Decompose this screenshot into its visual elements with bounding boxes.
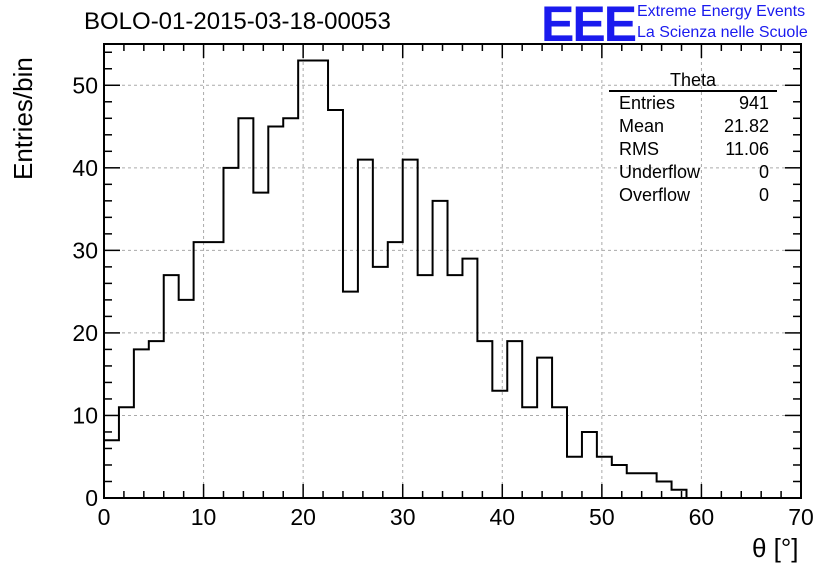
histogram-bin <box>642 473 657 498</box>
histogram-bin <box>119 407 134 498</box>
axis-tick-labels: 0 10 20 30 40 50 60 70 0 10 20 30 40 50 <box>72 72 813 530</box>
histogram-bin <box>253 193 268 498</box>
histogram-bin <box>313 61 328 498</box>
plot-frame <box>103 43 802 499</box>
histogram-bin <box>507 341 522 498</box>
histogram-bin <box>537 358 552 498</box>
histogram-bin <box>283 118 298 498</box>
stats-row-mean: Mean 21.82 <box>609 115 777 138</box>
histogram-outline <box>103 59 792 499</box>
histogram-bin <box>268 127 283 498</box>
histogram-bin <box>194 242 209 498</box>
histogram-bin <box>552 407 567 498</box>
histogram-bins <box>103 59 792 499</box>
x-tick-label: 30 <box>390 504 416 530</box>
grid-lines <box>104 44 801 498</box>
histogram-bin <box>328 110 343 498</box>
histogram-bin <box>567 457 582 498</box>
y-tick-label: 30 <box>72 237 98 263</box>
y-axis-label: Entries/bin <box>8 57 38 180</box>
x-tick-label: 10 <box>191 504 217 530</box>
stat-label: RMS <box>619 139 659 159</box>
histogram-bin <box>522 407 537 498</box>
x-tick-label: 20 <box>290 504 316 530</box>
y-tick-label: 20 <box>72 320 98 346</box>
histogram-bin <box>672 490 687 498</box>
stats-row-underflow: Underflow 0 <box>609 161 777 184</box>
stats-title: Theta <box>609 70 777 92</box>
stat-label: Mean <box>619 116 665 136</box>
histogram-bin <box>134 349 149 498</box>
x-axis-label: θ [°] <box>752 533 799 563</box>
eee-logo: EEE <box>541 0 637 52</box>
histogram-bin <box>657 481 672 498</box>
stats-row-overflow: Overflow 0 <box>609 184 777 207</box>
stat-value: 0 <box>758 185 769 205</box>
histogram-bin <box>582 432 597 498</box>
stats-row-entries: Entries 941 <box>609 92 777 115</box>
histogram-bin <box>179 300 194 498</box>
stat-value: 11.06 <box>725 139 769 159</box>
logo-text-line1: Extreme Energy Events <box>637 3 806 20</box>
x-tick-label: 0 <box>98 504 111 530</box>
histogram-bin <box>164 275 179 498</box>
histogram-bin <box>477 341 492 498</box>
histogram-bin <box>418 275 433 498</box>
histogram-bin <box>597 457 612 498</box>
x-tick-label: 70 <box>788 504 814 530</box>
histogram-bin <box>462 259 477 498</box>
histogram-bin <box>223 168 238 498</box>
histogram-bin <box>209 242 224 498</box>
stat-value: 941 <box>738 93 769 113</box>
logo-text-line2: La Scienza nelle Scuole <box>637 24 808 41</box>
histogram-bin <box>149 341 164 498</box>
x-tick-label: 40 <box>489 504 515 530</box>
histogram-bin <box>343 292 358 498</box>
y-tick-label: 0 <box>85 485 98 511</box>
stat-label: Overflow <box>619 185 691 205</box>
histogram-bin <box>238 118 253 498</box>
histogram-bin <box>612 465 627 498</box>
stat-label: Entries <box>619 93 676 113</box>
axis-ticks <box>103 44 802 499</box>
histogram-bin <box>388 242 403 498</box>
stat-value: 0 <box>758 162 769 182</box>
histogram-bin <box>403 160 418 498</box>
x-tick-label: 50 <box>589 504 615 530</box>
histogram-bin <box>492 391 507 498</box>
stat-value: 21.82 <box>723 116 769 136</box>
histogram-bin <box>358 160 373 498</box>
plot-title: BOLO-01-2015-03-18-00053 <box>84 8 391 35</box>
y-tick-label: 50 <box>72 72 98 98</box>
stats-box: Theta Entries 941 Mean 21.82 RMS 11.06 U… <box>609 70 777 207</box>
histogram-bin <box>433 201 448 498</box>
histogram-bin <box>298 61 313 498</box>
stat-label: Underflow <box>619 162 701 182</box>
histogram-bin <box>373 267 388 498</box>
histogram-bin <box>448 275 463 498</box>
x-tick-label: 60 <box>689 504 715 530</box>
y-tick-label: 40 <box>72 155 98 181</box>
y-tick-label: 10 <box>72 402 98 428</box>
histogram-bin <box>627 473 642 498</box>
stats-row-rms: RMS 11.06 <box>609 138 777 161</box>
